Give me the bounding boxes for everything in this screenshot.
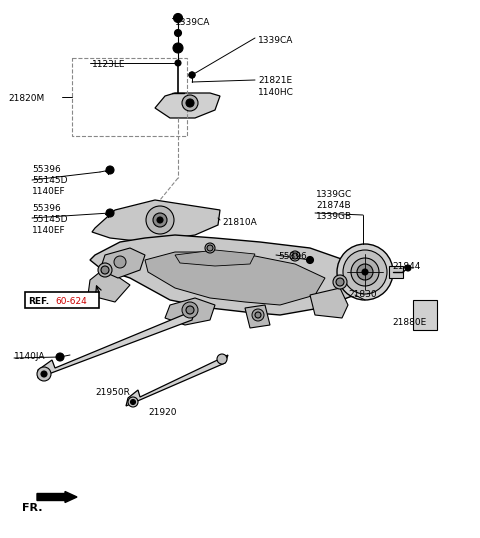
Circle shape (292, 253, 298, 259)
Circle shape (336, 278, 344, 286)
Circle shape (153, 213, 167, 227)
Polygon shape (90, 235, 365, 315)
Text: 1339CA: 1339CA (175, 18, 210, 27)
FancyBboxPatch shape (25, 292, 99, 308)
Circle shape (217, 354, 227, 364)
FancyArrow shape (37, 492, 77, 502)
Polygon shape (38, 310, 195, 378)
Text: 21830: 21830 (348, 290, 377, 299)
Circle shape (357, 264, 373, 280)
Circle shape (106, 209, 114, 217)
Circle shape (101, 266, 109, 274)
Circle shape (128, 397, 138, 407)
Text: 55145D: 55145D (32, 215, 68, 224)
Text: 55145D: 55145D (32, 176, 68, 185)
Circle shape (131, 400, 135, 405)
Circle shape (114, 256, 126, 268)
Circle shape (175, 30, 181, 37)
Polygon shape (145, 252, 325, 305)
Text: FR.: FR. (22, 503, 43, 513)
Polygon shape (155, 93, 220, 118)
Circle shape (106, 166, 114, 174)
Text: 1140HC: 1140HC (258, 88, 294, 97)
Circle shape (56, 353, 64, 361)
Circle shape (351, 258, 379, 286)
Polygon shape (310, 288, 348, 318)
Text: 21920: 21920 (148, 408, 177, 417)
Text: 55396: 55396 (278, 252, 307, 261)
Text: 21874B: 21874B (316, 201, 350, 210)
Circle shape (173, 43, 183, 53)
Polygon shape (88, 268, 130, 302)
Bar (72, 58, 187, 136)
Text: 1140EF: 1140EF (32, 187, 66, 196)
Circle shape (189, 72, 195, 78)
Text: 1339GB: 1339GB (316, 212, 352, 221)
Circle shape (307, 257, 313, 264)
Text: 21820M: 21820M (8, 94, 44, 103)
Circle shape (98, 263, 112, 277)
Circle shape (37, 367, 51, 381)
Bar (389, 266, 403, 278)
Polygon shape (245, 305, 270, 328)
Circle shape (173, 13, 182, 23)
Circle shape (333, 275, 347, 289)
Circle shape (182, 302, 198, 318)
Circle shape (157, 217, 163, 223)
Text: 1339GC: 1339GC (316, 190, 352, 199)
Circle shape (252, 309, 264, 321)
Text: REF.: REF. (28, 298, 49, 307)
Circle shape (186, 99, 194, 107)
Text: 21880E: 21880E (392, 318, 426, 327)
Text: 21821E: 21821E (258, 76, 292, 85)
Bar (413, 300, 437, 330)
Circle shape (189, 72, 195, 78)
Circle shape (41, 371, 47, 377)
Text: 1140EF: 1140EF (32, 226, 66, 235)
Circle shape (337, 244, 393, 300)
Text: 21844: 21844 (392, 262, 420, 271)
Polygon shape (126, 355, 228, 406)
Text: 21810A: 21810A (222, 218, 257, 227)
Circle shape (146, 206, 174, 234)
Text: 60-624: 60-624 (55, 298, 87, 307)
Circle shape (362, 269, 368, 275)
Text: 1140JA: 1140JA (14, 352, 46, 361)
Circle shape (186, 306, 194, 314)
Polygon shape (165, 298, 215, 325)
Polygon shape (100, 248, 145, 278)
Circle shape (405, 265, 411, 271)
Circle shape (182, 95, 198, 111)
Text: 21950R: 21950R (95, 388, 130, 397)
Polygon shape (175, 250, 255, 266)
Circle shape (343, 250, 387, 294)
Polygon shape (92, 200, 220, 242)
Circle shape (255, 312, 261, 318)
Text: 1339CA: 1339CA (258, 36, 293, 45)
Text: 55396: 55396 (32, 204, 61, 213)
Circle shape (207, 245, 213, 251)
Text: 55396: 55396 (32, 165, 61, 174)
Circle shape (205, 243, 215, 253)
Text: 1123LE: 1123LE (92, 60, 125, 69)
Circle shape (290, 251, 300, 261)
Circle shape (175, 60, 181, 66)
